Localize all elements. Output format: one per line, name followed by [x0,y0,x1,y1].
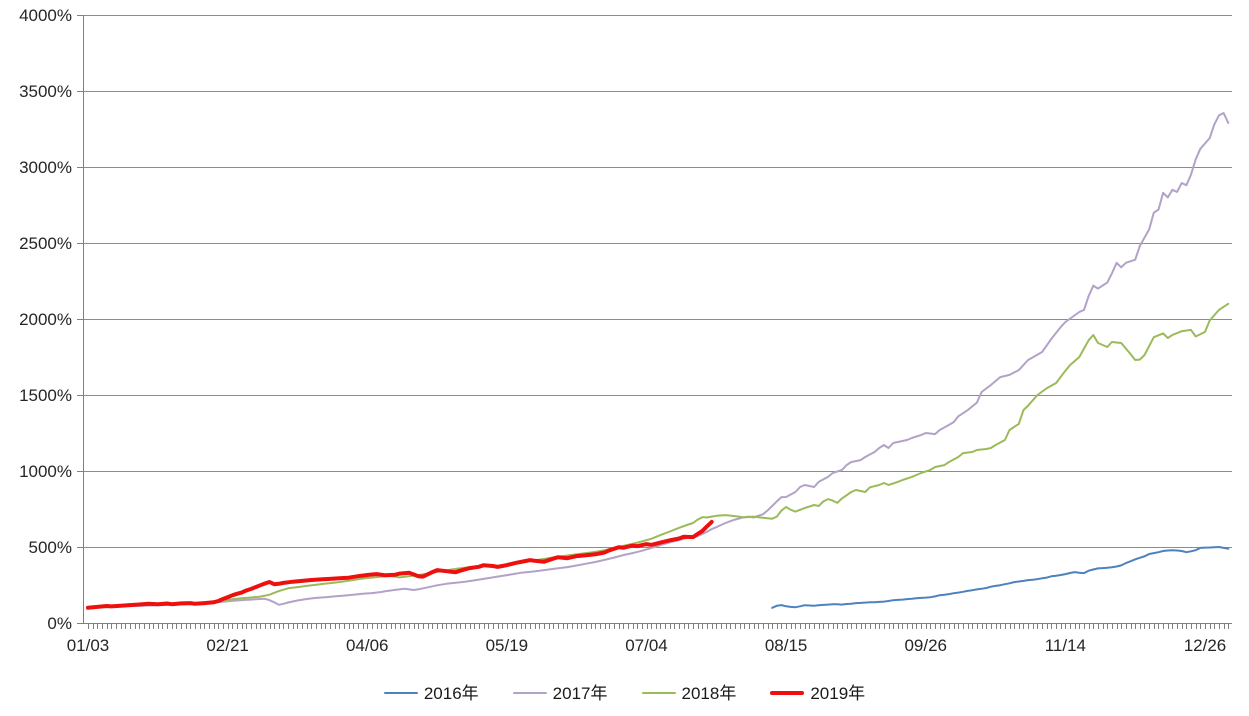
legend-label: 2018年 [681,683,737,703]
legend-line-sample [641,692,676,694]
y-axis-label: 2000% [19,310,72,329]
legend-item-2017年[interactable]: 2017年 [512,683,608,703]
y-axis-label: 1000% [19,462,72,481]
x-axis-label: 05/19 [485,636,529,655]
legend-item-2016年[interactable]: 2016年 [383,683,479,703]
legend-label: 2019年 [810,683,866,703]
x-axis-label: 01/03 [66,636,110,655]
y-axis-label: 2500% [19,234,72,253]
series-line-2019年[interactable] [86,519,714,610]
legend-line-sample [770,691,805,695]
legend: 2016年 2017年 2018年 2019年 [0,680,1249,706]
x-axis-label: 07/04 [625,636,668,655]
y-axis-label: 0% [47,614,72,633]
y-axis-label: 3500% [19,82,72,101]
x-axis-label: 04/06 [345,636,389,655]
legend-item-2019年[interactable]: 2019年 [770,685,865,702]
y-axis-label: 1500% [19,386,72,405]
legend-line-sample [383,692,418,694]
x-axis-label: 02/21 [206,636,249,655]
legend-item-2018年[interactable]: 2018年 [641,683,737,703]
legend-label: 2017年 [552,683,608,703]
y-axis-label: 3000% [19,158,72,177]
y-axis-label: 4000% [19,6,72,25]
x-axis-label: 11/14 [1044,636,1087,655]
series-line-2017年[interactable] [87,112,1230,609]
x-axis-label: 08/15 [764,636,808,655]
y-axis-label: 500% [28,538,72,557]
legend-line-sample [512,692,547,694]
legend-label: 2016年 [423,683,479,703]
series-line-2016年[interactable] [771,546,1230,609]
x-axis-label: 09/26 [904,636,948,655]
series-line-2018年[interactable] [87,302,1230,609]
x-axis-label: 12/26 [1183,636,1227,655]
